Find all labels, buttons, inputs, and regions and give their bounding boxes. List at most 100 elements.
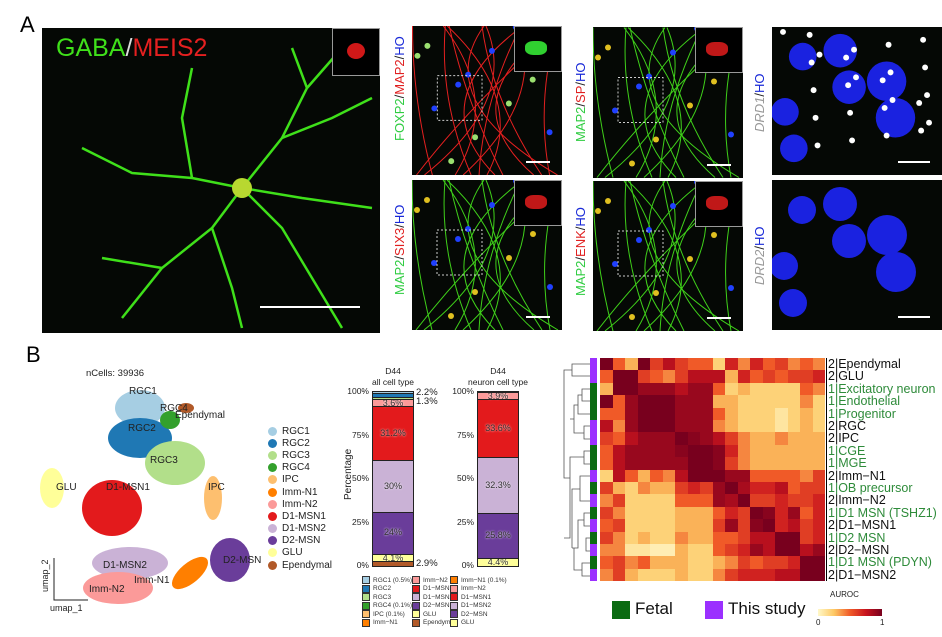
heatmap-cell	[612, 432, 626, 446]
heatmap-cell	[650, 407, 663, 421]
heatmap-cell	[625, 494, 638, 508]
heatmap-cell	[712, 432, 726, 446]
heatmap-cell	[675, 358, 688, 371]
heatmap-cell	[662, 568, 676, 582]
legend-label: Imm−N1	[373, 619, 398, 626]
heatmap-cell	[687, 420, 701, 433]
heatmap-row-label: 1|D2 MSN	[826, 530, 886, 545]
svg-text:Imm-N2: Imm-N2	[89, 584, 125, 595]
heatmap-cell	[625, 544, 638, 557]
heatmap-cell	[750, 544, 763, 557]
heatmap-cell	[762, 370, 776, 384]
umap-axes	[53, 558, 88, 601]
heatmap-cell	[750, 395, 763, 408]
heatmap-cell	[637, 544, 651, 557]
heatmap-cell	[625, 382, 638, 396]
heatmap-cell	[612, 444, 626, 458]
svg-text:Imm-N1: Imm-N1	[134, 575, 170, 586]
source-annotation-study	[590, 494, 597, 508]
heatmap-cell	[787, 395, 801, 408]
heatmap-cell	[650, 506, 663, 520]
cluster-imm-n2	[83, 572, 153, 604]
heatmap-row-label: 2|D2−MSN	[826, 543, 890, 557]
legend-label: IPC (0.1%)	[373, 610, 405, 618]
heatmap-cell	[625, 469, 638, 483]
heatmap-cell	[775, 358, 788, 371]
heatmap-cell	[725, 358, 738, 371]
drd2-micrograph	[772, 180, 942, 330]
heatmap-cell	[612, 544, 626, 557]
heatmap-cell	[612, 382, 626, 396]
heatmap-cell	[775, 506, 788, 520]
label-part: HO	[573, 207, 588, 227]
svg-text:RGC4: RGC4	[160, 403, 188, 414]
cluster-d1-msn1	[82, 480, 142, 536]
heatmap-row-label: 1|MGE	[826, 456, 867, 471]
heatmap-cell	[662, 556, 676, 570]
umap-legend-item: Imm-N1	[268, 486, 332, 498]
legend-dot	[268, 536, 277, 546]
heatmap-cell	[687, 494, 701, 508]
label-part: /	[752, 245, 767, 250]
heatmap-cell	[762, 444, 776, 458]
heatmap-cell	[687, 469, 701, 483]
legend-label: Imm−N1 (0.1%)	[461, 576, 507, 584]
bar-segment-imm-n2: 3.9%	[477, 391, 519, 401]
legend-label: RGC3	[373, 593, 392, 601]
heatmap-cell	[737, 444, 751, 458]
legend-dot	[268, 499, 277, 509]
label-part: /	[392, 55, 407, 60]
heatmap-cell	[775, 469, 788, 483]
heatmap-cell	[812, 457, 826, 470]
legend-label: RGC1	[282, 425, 310, 437]
heatmap-cell	[637, 432, 651, 446]
heatmap-cell	[750, 482, 763, 495]
heatmap-cell	[687, 457, 701, 470]
heatmap-cell	[812, 544, 826, 557]
legend-dot	[268, 560, 277, 570]
heatmap-cell	[725, 407, 738, 421]
heatmap-cell	[750, 382, 763, 396]
legend-label: D1−MSN2	[461, 602, 492, 609]
heatmap-cell	[612, 506, 626, 520]
y-tick-label: 25%	[351, 516, 369, 527]
heatmap-cell	[637, 494, 651, 508]
heatmap-cell	[737, 407, 751, 421]
label-part: ENK	[573, 230, 588, 257]
heatmap-cell	[812, 420, 826, 433]
heatmap-cell	[800, 568, 813, 582]
heatmap-cell	[725, 531, 738, 545]
heatmap-cell	[662, 531, 676, 545]
heatmap-cell	[700, 568, 713, 582]
bar-legend-item: RGC4 (0.1%)	[362, 601, 412, 610]
heatmap-cell	[650, 469, 663, 483]
legend-label: GLU	[282, 547, 303, 559]
six3-inset	[514, 180, 562, 226]
bar-legend-item: RGC1 (0.5%)	[362, 576, 412, 584]
heatmap-cell	[812, 432, 826, 446]
scale-bar	[707, 317, 731, 319]
heatmap-cell	[725, 506, 738, 520]
heatmap-cell	[812, 519, 826, 532]
heatmap-cell	[750, 568, 763, 582]
bar-legend-item: Ependymal	[412, 618, 456, 627]
heatmap-cell	[750, 444, 763, 458]
source-annotation-fetal	[590, 395, 597, 408]
heatmap-cell	[787, 519, 801, 532]
y-tick-label: 0%	[356, 560, 369, 570]
heatmap-cell	[725, 444, 738, 458]
bar-title-line2: neuron cell type	[467, 377, 528, 387]
svg-text:IPC: IPC	[208, 482, 225, 493]
heatmap-cell	[675, 444, 688, 458]
meis2-inset	[332, 28, 380, 76]
segment-label: 4.1%	[382, 552, 404, 563]
heatmap-cell	[737, 556, 751, 570]
heatmap-cell	[662, 420, 676, 433]
heatmap-cell	[637, 382, 651, 396]
heatmap-cell	[700, 494, 713, 508]
legend-label: IPC	[282, 474, 299, 486]
bar-title-line2: all cell type	[371, 377, 415, 387]
legend-dot	[268, 524, 277, 534]
heatmap-cell	[662, 506, 676, 520]
